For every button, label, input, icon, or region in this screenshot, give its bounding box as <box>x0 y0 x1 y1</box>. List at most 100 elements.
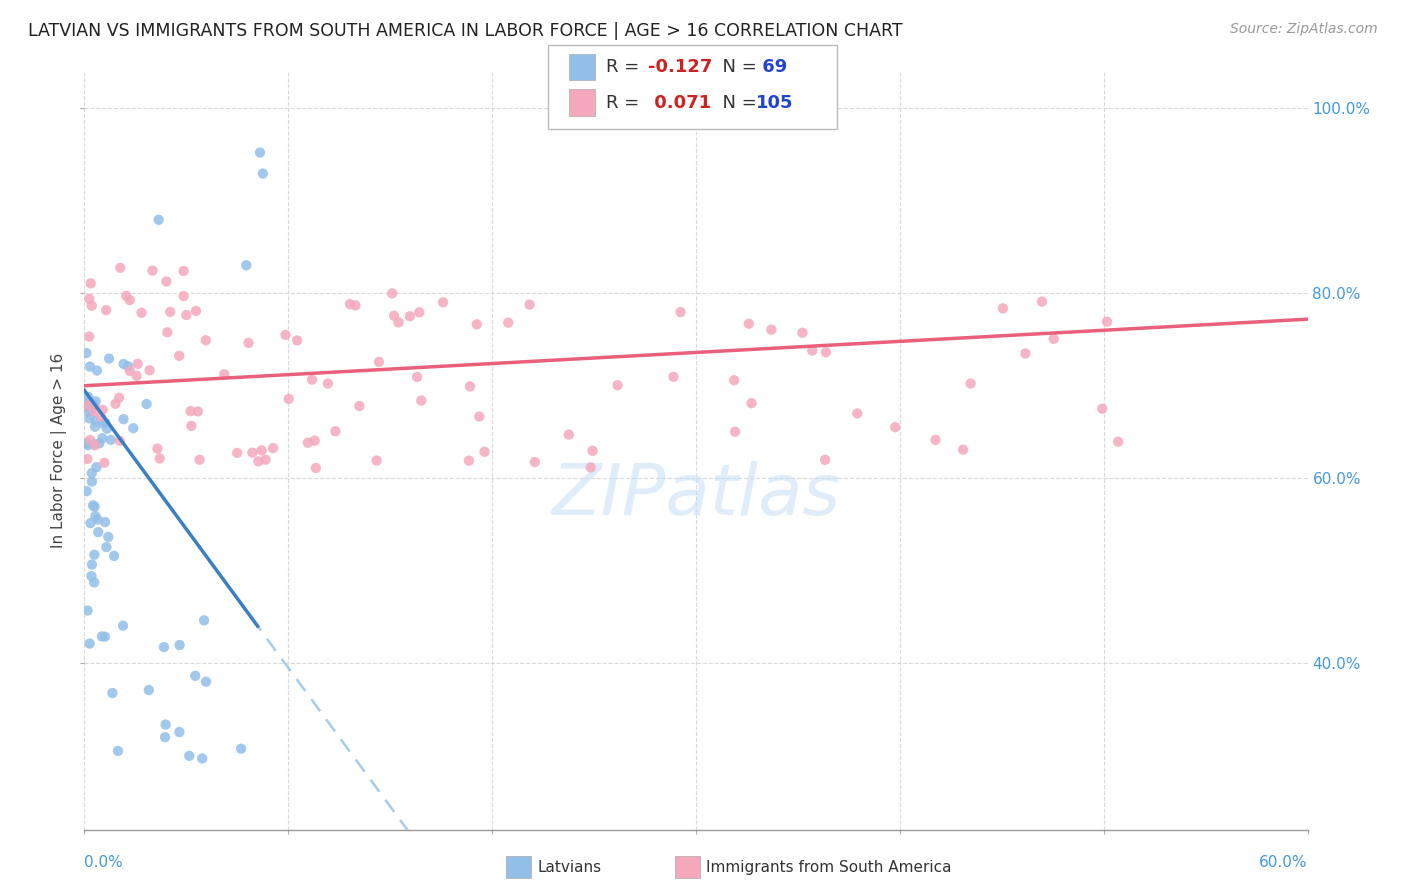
Text: Immigrants from South America: Immigrants from South America <box>706 860 952 874</box>
Point <box>122 421 145 435</box>
Point <box>474 444 496 458</box>
Point <box>156 326 179 340</box>
Point <box>79 277 101 291</box>
Point <box>75 399 97 413</box>
Point <box>96 422 118 436</box>
Point <box>339 297 361 311</box>
Point <box>432 295 454 310</box>
Point <box>191 751 214 765</box>
Point <box>89 436 111 450</box>
Point <box>366 453 388 467</box>
Point <box>724 425 747 439</box>
Point <box>91 431 114 445</box>
Point <box>94 515 117 529</box>
Point <box>194 333 217 347</box>
Point <box>96 540 118 554</box>
Point <box>952 442 974 457</box>
Point <box>138 363 160 377</box>
Point <box>82 402 104 417</box>
Point <box>83 404 105 418</box>
Point <box>87 525 110 540</box>
Point <box>519 298 541 312</box>
Point <box>83 575 105 590</box>
Point <box>381 286 404 301</box>
Point <box>84 419 107 434</box>
Point <box>86 363 108 377</box>
Point <box>80 299 103 313</box>
Point <box>86 512 108 526</box>
Point <box>79 636 101 650</box>
Point <box>382 309 405 323</box>
Point <box>285 334 308 348</box>
Point <box>238 335 260 350</box>
Point <box>1107 434 1129 449</box>
Point <box>250 443 273 458</box>
Point <box>179 748 201 763</box>
Point <box>107 744 129 758</box>
Text: 105: 105 <box>756 94 794 112</box>
Point <box>75 396 97 410</box>
Text: Source: ZipAtlas.com: Source: ZipAtlas.com <box>1230 22 1378 37</box>
Point <box>368 355 391 369</box>
Point <box>90 629 112 643</box>
Point <box>77 404 100 418</box>
Point <box>103 549 125 563</box>
Point <box>91 402 114 417</box>
Point <box>180 404 202 418</box>
Point <box>173 289 195 303</box>
Point <box>76 451 98 466</box>
Point <box>112 357 135 371</box>
Point <box>180 418 202 433</box>
Point <box>77 390 100 404</box>
Point <box>738 317 761 331</box>
Point <box>112 412 135 426</box>
Point <box>344 298 367 312</box>
Point <box>101 686 124 700</box>
Text: R =: R = <box>606 58 645 76</box>
Point <box>77 292 100 306</box>
Point <box>79 516 101 530</box>
Point <box>325 424 347 438</box>
Point <box>457 453 479 467</box>
Point <box>84 438 107 452</box>
Point <box>662 369 685 384</box>
Point <box>723 373 745 387</box>
Point <box>349 399 371 413</box>
Point <box>468 409 491 424</box>
Point <box>75 436 97 450</box>
Point <box>846 406 869 420</box>
Point <box>991 301 1014 316</box>
Point <box>496 316 519 330</box>
Point <box>84 394 107 409</box>
Point <box>125 368 148 383</box>
Point <box>226 446 249 460</box>
Point <box>187 404 209 418</box>
Point <box>83 397 105 411</box>
Point <box>297 435 319 450</box>
Point <box>97 530 120 544</box>
Point <box>104 397 127 411</box>
Y-axis label: In Labor Force | Age > 16: In Labor Force | Age > 16 <box>51 353 67 548</box>
Point <box>242 445 264 459</box>
Point <box>127 357 149 371</box>
Point <box>195 674 218 689</box>
Point <box>153 730 176 744</box>
Point <box>669 305 692 319</box>
Text: Latvians: Latvians <box>537 860 602 874</box>
Point <box>814 452 837 467</box>
Point <box>252 167 274 181</box>
Point <box>305 461 328 475</box>
Point <box>214 368 236 382</box>
Point <box>304 434 326 448</box>
Text: 0.0%: 0.0% <box>84 855 124 870</box>
Point <box>94 630 117 644</box>
Point <box>801 343 824 358</box>
Point <box>118 293 141 307</box>
Point <box>83 548 105 562</box>
Point <box>94 416 117 430</box>
Point <box>1095 315 1118 329</box>
Point <box>93 456 115 470</box>
Point <box>184 304 207 318</box>
Point <box>84 509 107 524</box>
Point <box>115 289 138 303</box>
